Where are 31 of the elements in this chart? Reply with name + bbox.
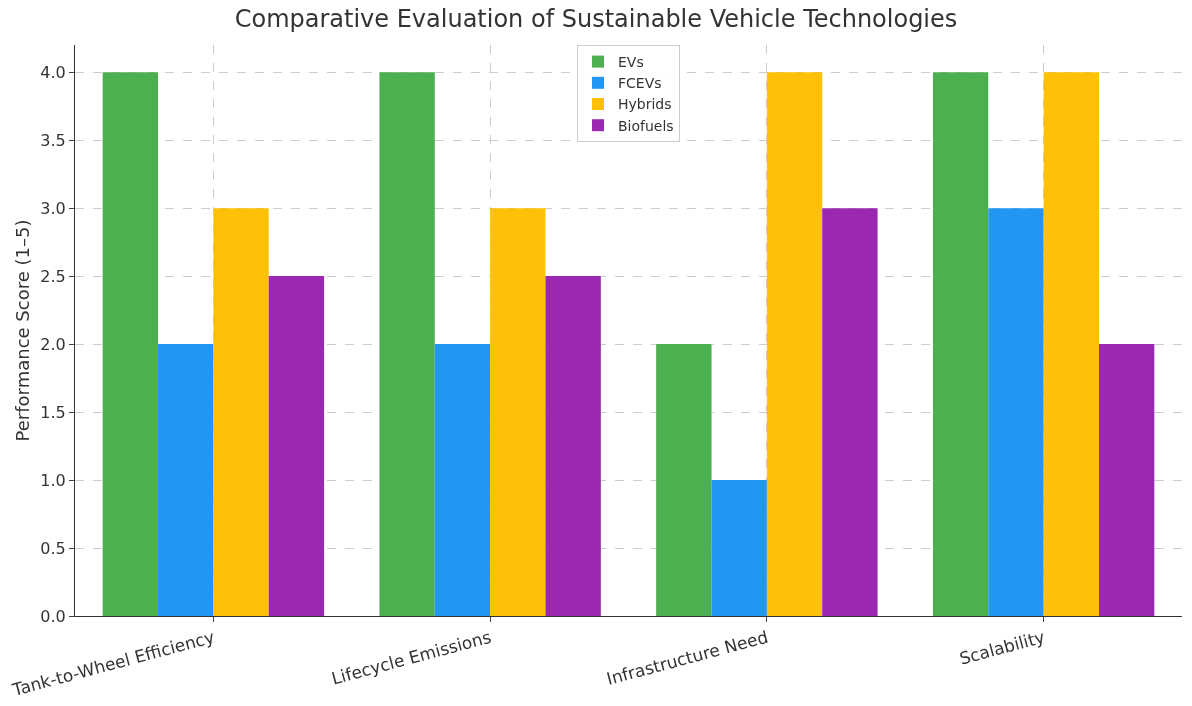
bar (545, 276, 601, 616)
legend-label: FCEVs (618, 75, 662, 92)
bar (379, 72, 435, 616)
y-tick-label: 1.0 (40, 470, 66, 490)
bar (213, 208, 269, 616)
bar (102, 72, 159, 616)
bar (711, 480, 767, 616)
bar (988, 208, 1044, 616)
bar (766, 72, 823, 616)
bar (490, 208, 546, 616)
legend-label: Biofuels (618, 117, 674, 134)
y-tick-label: 3.0 (40, 198, 66, 218)
legend-label: EVs (618, 54, 644, 71)
y-tick-label: 4.0 (40, 62, 66, 82)
chart-title: Comparative Evaluation of Sustainable Vehicle Technologies (234, 5, 958, 34)
y-tick-label: 0.5 (40, 538, 66, 558)
bar (1098, 344, 1155, 616)
y-tick-label: 1.5 (40, 402, 66, 422)
y-tick-label: 3.5 (40, 130, 66, 150)
y-tick-label: 2.0 (40, 334, 66, 354)
y-axis-title: Performance Score (1–5) (12, 219, 33, 442)
y-tick-label: 2.5 (40, 266, 66, 286)
bar (1043, 72, 1099, 616)
legend-label: Hybrids (618, 96, 672, 113)
bar (822, 208, 878, 616)
bar (434, 344, 491, 616)
bar (932, 72, 989, 616)
y-tick-label: 0.0 (40, 606, 66, 626)
bar (158, 344, 214, 616)
bar (656, 344, 712, 616)
bar (268, 276, 325, 616)
